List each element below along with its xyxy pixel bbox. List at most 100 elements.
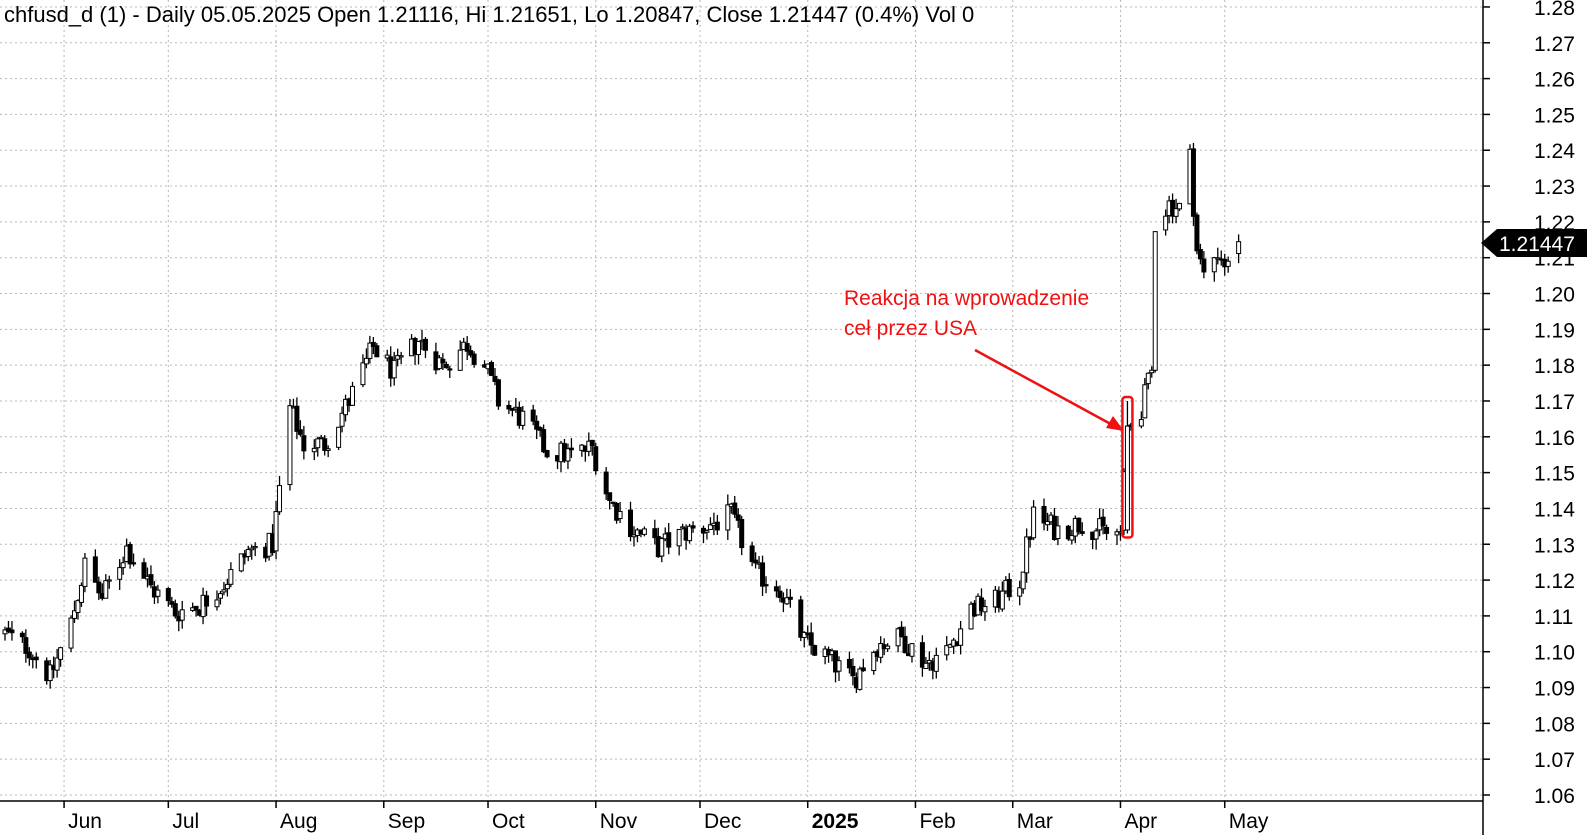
candle: [753, 552, 759, 569]
candle-body: [492, 375, 498, 382]
candle: [1211, 256, 1217, 282]
candle-body: [739, 519, 745, 549]
candle: [172, 599, 178, 619]
candle-body: [2, 629, 8, 635]
candle-body: [659, 538, 665, 557]
candle: [374, 342, 380, 358]
candle-body: [1104, 526, 1110, 534]
candle: [1236, 234, 1242, 264]
candle: [447, 365, 453, 378]
candle: [343, 394, 349, 422]
candle-body: [666, 532, 672, 548]
candle: [690, 521, 696, 533]
candle: [495, 378, 501, 410]
candle-body: [58, 647, 64, 660]
candle: [1027, 535, 1033, 548]
candle: [659, 537, 665, 563]
x-tick-label: Feb: [919, 810, 955, 833]
candle-body: [676, 528, 682, 547]
candle-body: [311, 447, 317, 453]
candle: [54, 648, 60, 678]
candle: [808, 622, 814, 655]
candle: [106, 575, 112, 589]
candle-body: [468, 350, 474, 356]
y-tick-label: 1.15: [1534, 463, 1575, 486]
candle: [617, 501, 623, 524]
candle: [687, 523, 693, 544]
y-tick-label: 1.26: [1534, 69, 1575, 92]
candle-body: [909, 643, 915, 657]
candle: [1190, 142, 1196, 227]
candle: [471, 351, 477, 368]
candle-body: [193, 605, 199, 611]
candle: [593, 442, 599, 475]
y-tick-label: 1.17: [1534, 391, 1575, 414]
candle-body: [82, 557, 88, 587]
candle: [68, 615, 74, 653]
candle-body: [120, 562, 126, 569]
candle-body: [117, 567, 123, 580]
candle: [204, 590, 210, 617]
candle: [96, 576, 102, 600]
candle: [520, 406, 526, 430]
candle: [1100, 508, 1106, 535]
candle: [224, 578, 230, 597]
y-tick-label: 1.06: [1534, 785, 1575, 808]
candle-body: [301, 435, 307, 452]
candle: [773, 580, 779, 598]
candle-body: [1065, 525, 1071, 540]
candle: [607, 492, 613, 510]
candle: [1173, 198, 1179, 224]
candle: [725, 494, 731, 540]
candle: [82, 552, 88, 593]
candle: [530, 404, 536, 426]
candle: [228, 562, 234, 588]
candle: [895, 627, 901, 653]
candle-body: [1079, 531, 1085, 534]
candle-body: [749, 545, 755, 563]
candle: [899, 621, 905, 638]
candle-body: [127, 543, 133, 565]
candle-body: [447, 368, 453, 371]
candle-body: [586, 440, 592, 452]
candle-body: [808, 632, 814, 646]
candle-body: [391, 359, 397, 379]
candle-body: [933, 654, 939, 672]
candle: [1041, 498, 1047, 531]
candle-body: [704, 530, 710, 533]
candle-body: [318, 436, 324, 440]
candle-body: [1190, 148, 1196, 217]
candle-body: [315, 438, 321, 449]
candle-body: [148, 574, 154, 586]
candle: [422, 337, 428, 359]
candle: [318, 434, 324, 440]
candle-body: [784, 597, 790, 605]
candle: [784, 588, 790, 605]
candle: [277, 475, 283, 515]
candle-body: [204, 595, 210, 607]
x-tick-label: Mar: [1017, 810, 1053, 833]
candle: [489, 360, 494, 377]
candle-body: [999, 590, 1005, 610]
candle-body: [895, 628, 901, 647]
candle-body: [725, 504, 731, 531]
candle: [325, 445, 331, 458]
candle: [92, 549, 98, 583]
candle-body: [1031, 506, 1037, 539]
candle: [78, 582, 84, 607]
candle-body: [1177, 202, 1183, 210]
candle-body: [370, 341, 376, 348]
candle: [1079, 522, 1085, 536]
candle-body: [735, 514, 741, 521]
candle: [933, 647, 939, 679]
candle: [739, 515, 745, 556]
candle-body: [416, 340, 422, 356]
candle: [707, 517, 713, 530]
candle-body: [228, 569, 234, 585]
candle-body: [214, 599, 220, 608]
candle-body: [1017, 587, 1023, 597]
candle: [978, 588, 984, 616]
candle-body: [593, 446, 599, 472]
x-tick-label: Nov: [600, 810, 638, 833]
